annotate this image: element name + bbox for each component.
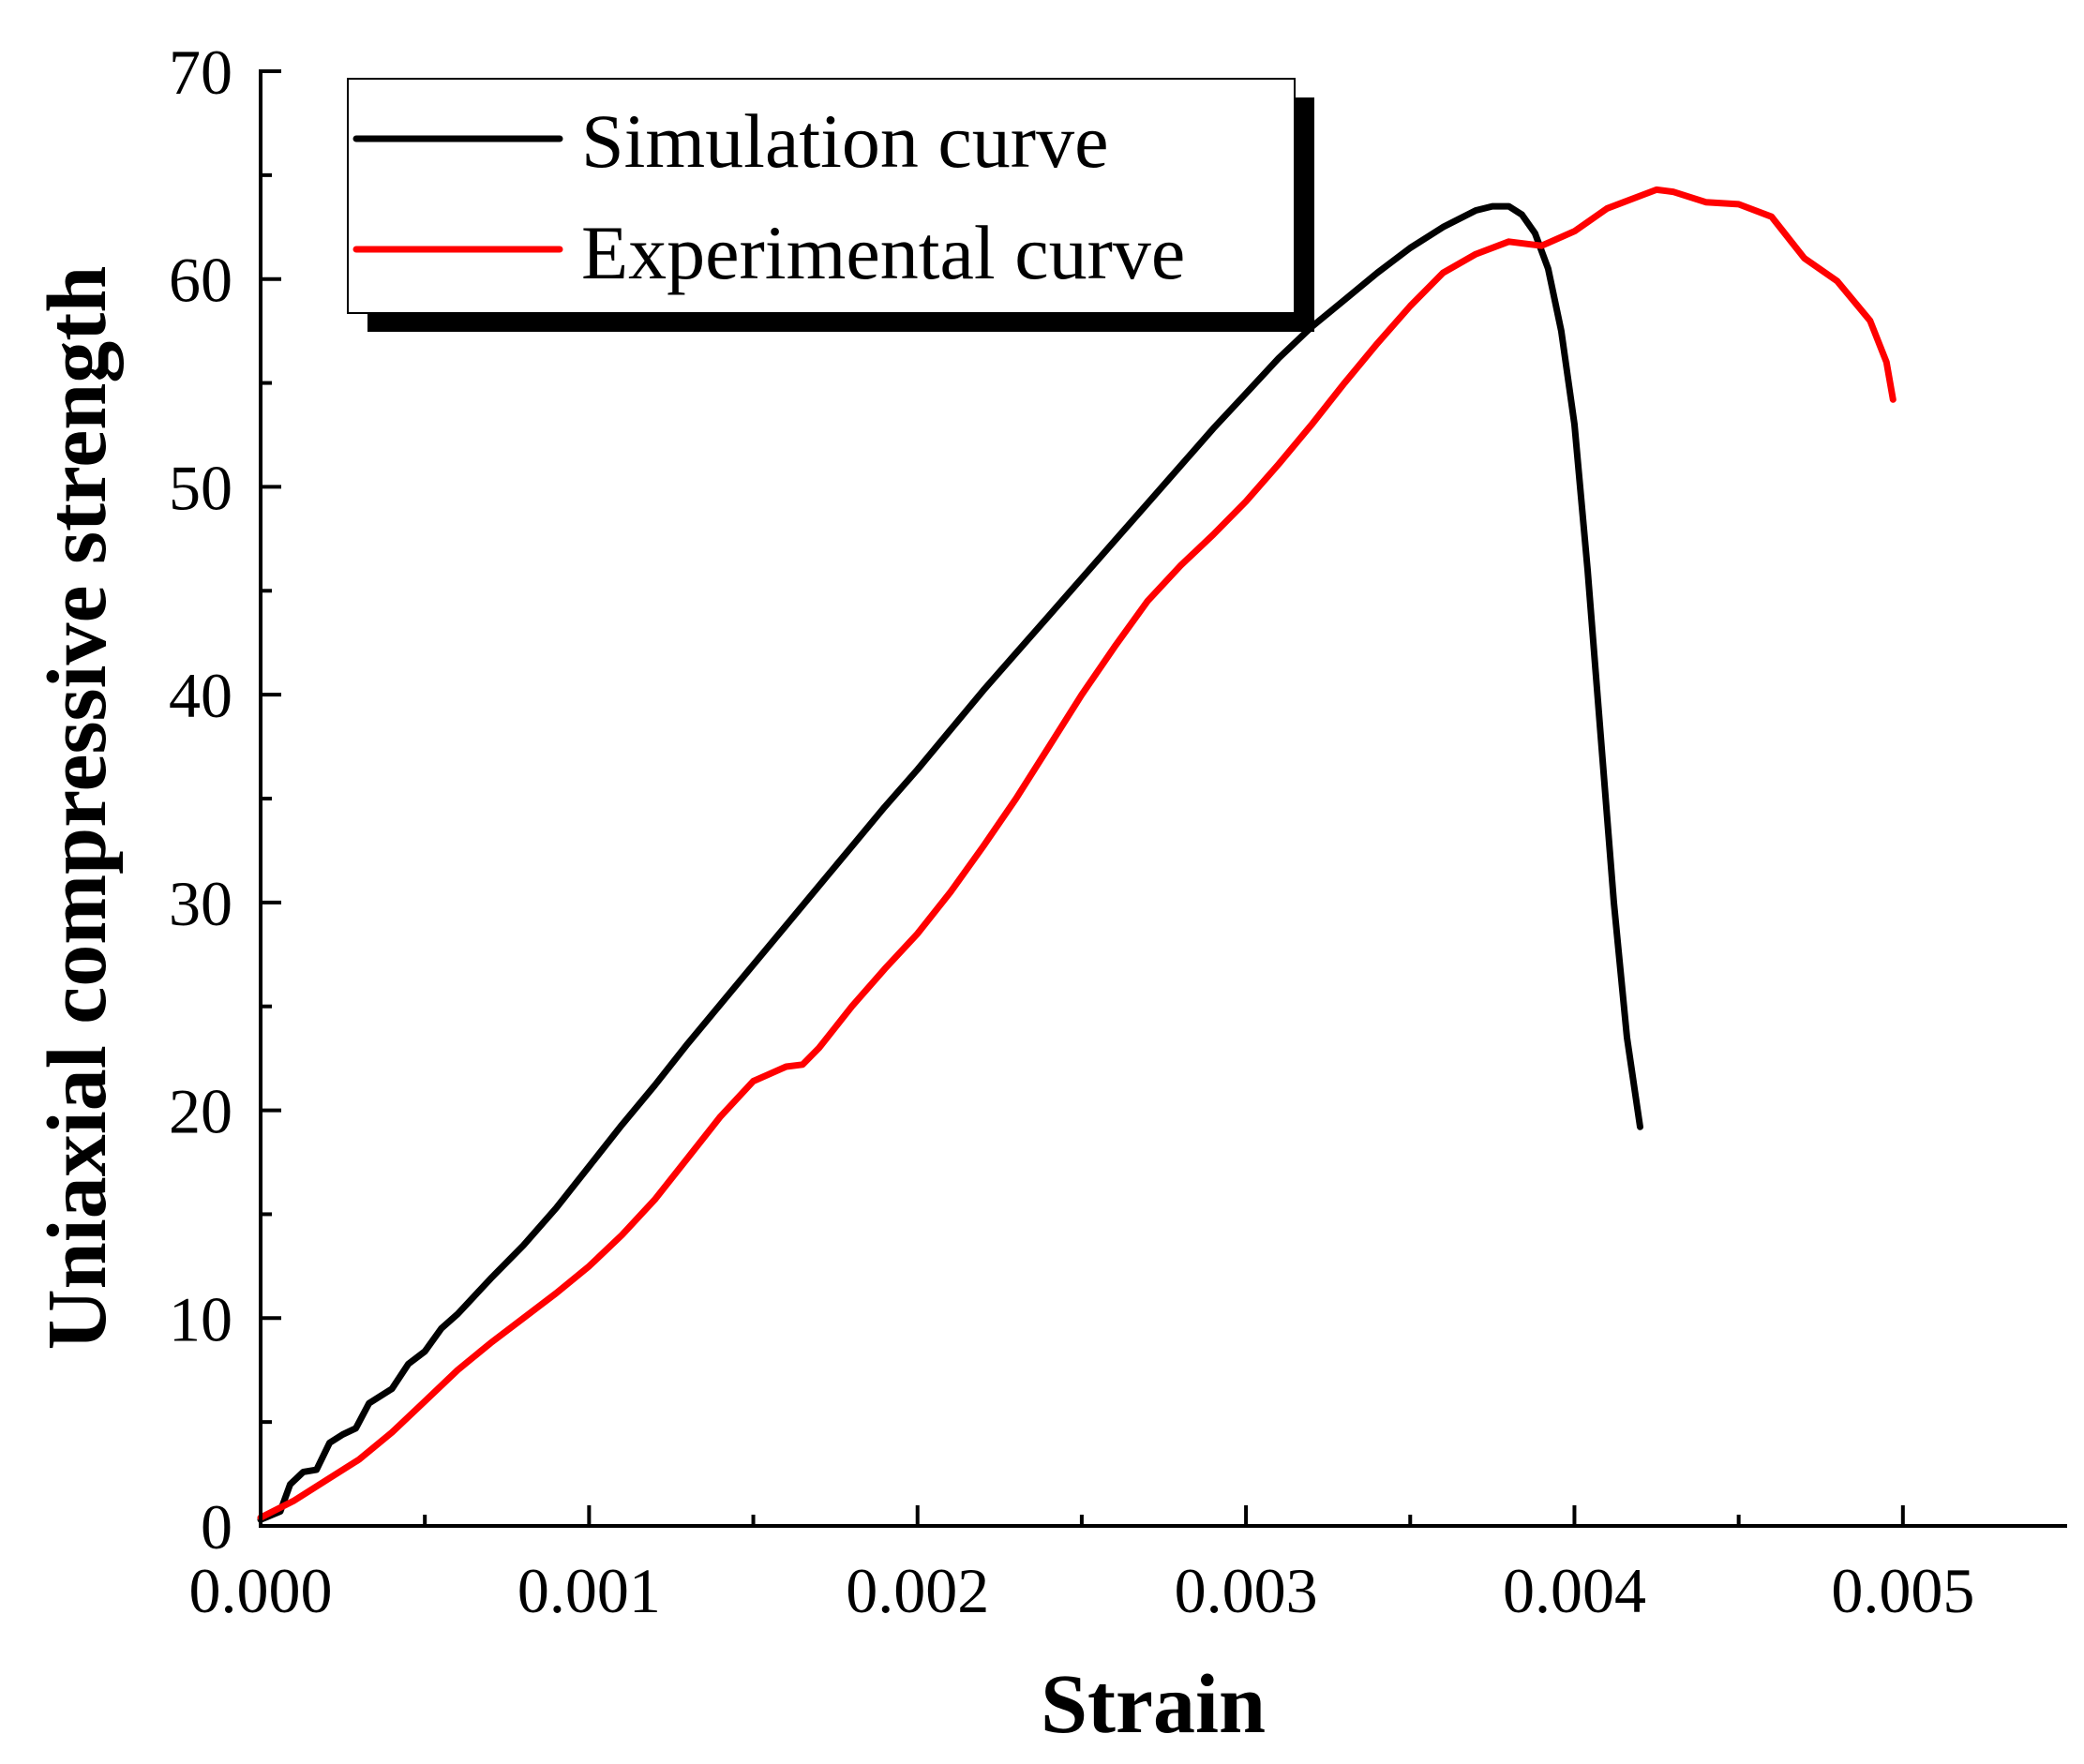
legend: Simulation curve Experimental curve [347,78,1314,332]
y-tick-label: 70 [169,37,232,108]
y-tick-label: 0 [201,1491,232,1562]
y-tick-label: 60 [169,245,232,316]
y-tick-label: 40 [169,660,232,731]
series-line-experimental-curve [257,186,1897,1521]
x-axis-title: Strain [1041,1658,1266,1751]
y-tick-label: 20 [169,1076,232,1147]
legend-label-simulation: Simulation curve [581,98,1109,184]
axes-layer: 0.000 0.001 0.002 0.003 0.004 0.005 0 10 20 30 40 5… [169,37,2067,1626]
x-tick-label: 0.004 [1503,1555,1646,1626]
y-axis-title: Uniaxial compressive strength [31,266,124,1351]
x-tick-label: 0.003 [1175,1555,1318,1626]
y-tick-label: 10 [169,1283,232,1354]
x-tick-label: 0.001 [517,1555,661,1626]
x-tick-label: 0.002 [846,1555,989,1626]
y-tick-label: 50 [169,452,232,523]
legend-label-experimental: Experimental curve [581,210,1185,295]
series-line-simulation-curve [257,202,1643,1523]
y-tick-label: 30 [169,868,232,939]
x-tick-label: 0.000 [189,1555,333,1626]
series-layer [257,186,1897,1523]
x-tick-label: 0.005 [1831,1555,1974,1626]
legend-box [347,78,1296,314]
